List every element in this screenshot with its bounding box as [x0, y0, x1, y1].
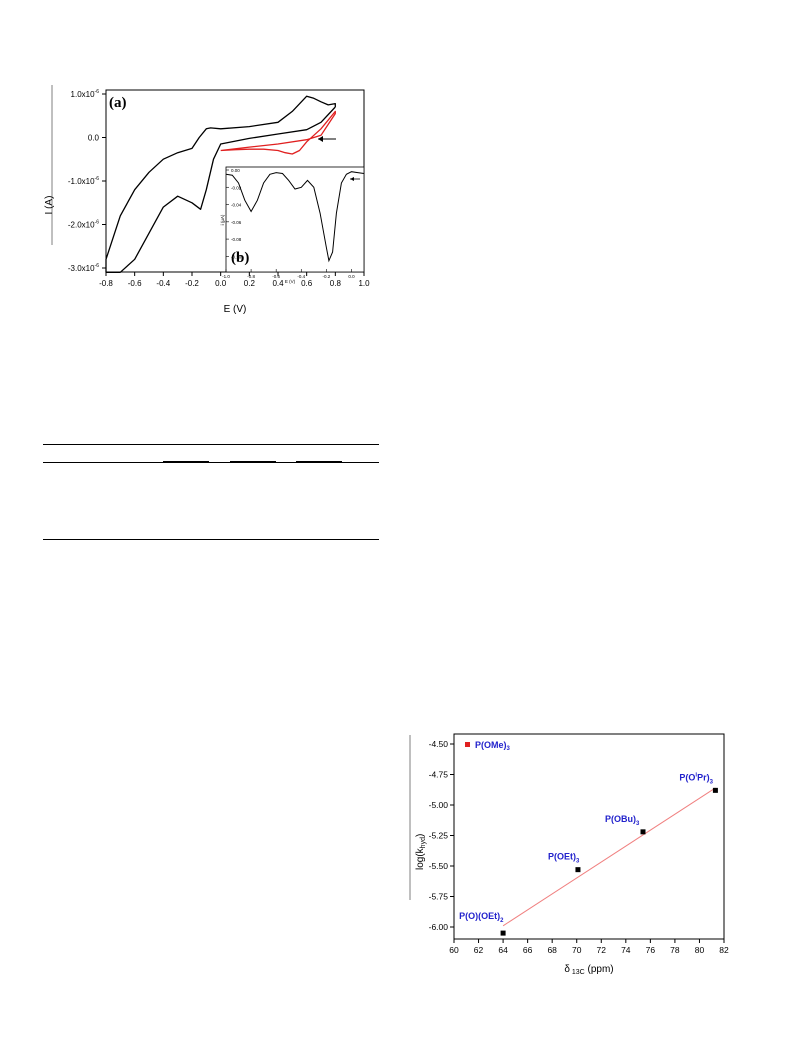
cv-x-tick-label: 0.0	[215, 279, 227, 288]
dpv-x-tick-label: -0.8	[247, 274, 255, 279]
hyd-point-label: P(O)(OEt)2	[459, 911, 504, 924]
cv-series-line-1	[105, 95, 336, 273]
hyd-x-tick-label: 68	[547, 945, 557, 955]
dpv-series-line	[225, 171, 365, 263]
table-top-rule	[43, 444, 379, 445]
hyd-y-tick-label: -4.50	[429, 739, 449, 749]
dpv-arrow	[350, 177, 360, 181]
cv-x-axis-label: E (V)	[224, 304, 247, 315]
dpv-x-tick-label: 0.0	[348, 274, 355, 279]
dpv-x-axis-label: E (V)	[285, 279, 296, 284]
hyd-y-tick-label: -5.00	[429, 800, 449, 810]
hyd-y-tick-label: -6.00	[429, 922, 449, 932]
hyd-y-tick-label: -5.50	[429, 861, 449, 871]
hyd-x-tick-label: 82	[719, 945, 729, 955]
hyd-y-axis-label: log(khyd)	[415, 834, 427, 870]
hydrolysis-chart: log(khyd) -4.50 -4.75 -5.00 -5.25 -5.50 -5.75…	[409, 733, 729, 976]
cv-x-tick-label: 1.0	[358, 279, 370, 288]
cv-y-tick-label: -3.0x10-6	[68, 263, 99, 273]
hyd-fit-line	[502, 787, 716, 927]
hyd-point-label: P(OBu)3	[605, 814, 640, 827]
dpv-panel-label-b: (b)	[231, 250, 249, 266]
cv-x-tick-label: 0.8	[330, 279, 342, 288]
hyd-x-tick-label: 62	[474, 945, 484, 955]
cv-x-tick-label: 0.2	[244, 279, 256, 288]
dpv-x-tick-label: -0.2	[322, 274, 330, 279]
hyd-x-tick-label: 66	[523, 945, 533, 955]
hyd-x-tick-label: 78	[670, 945, 680, 955]
hyd-x-tick-label: 70	[572, 945, 582, 955]
legend-label: P(OMe)3	[475, 740, 511, 752]
dpv-y-tick-label: -0.08	[231, 237, 242, 242]
cv-y-axis-label: I (A)	[44, 196, 55, 215]
table-col-rule-2	[230, 461, 276, 463]
cv-y-tick-label: -1.0x10-6	[68, 176, 99, 186]
cv-x-tick-label: 0.4	[272, 279, 284, 288]
dpv-x-tick-label: -1.0	[222, 274, 230, 279]
hyd-y-tick-label: -5.25	[429, 831, 449, 841]
dpv-y-tick-label: -0.06	[231, 220, 242, 225]
hyd-plot-frame	[453, 733, 725, 940]
legend-marker	[465, 742, 470, 747]
hyd-point	[712, 787, 718, 793]
dpv-x-tick-label: -0.6	[272, 274, 280, 279]
cv-x-tick-label: -0.6	[128, 279, 142, 288]
dpv-x-tick-label: -0.4	[297, 274, 305, 279]
hyd-point	[575, 867, 581, 873]
cv-arrow	[318, 136, 336, 142]
cv-panel-label-a: (a)	[109, 95, 127, 111]
cv-x-tick-label: 0.6	[301, 279, 313, 288]
hyd-x-tick-label: 74	[621, 945, 631, 955]
cv-chart: I (A) (a) 1.0x10-6 0.0 -1.0x10-6 -2.0x10-6 -…	[44, 85, 370, 315]
hyd-x-tick-label: 60	[449, 945, 459, 955]
cv-y-tick-label: 0.0	[88, 134, 100, 143]
cv-x-tick-label: -0.2	[185, 279, 199, 288]
hyd-point	[640, 829, 646, 835]
hyd-x-axis-label: δ 13C (ppm)	[564, 964, 613, 976]
cv-y-tick-label: 1.0x10-6	[71, 89, 100, 99]
hyd-x-tick-label: 64	[498, 945, 508, 955]
hyd-point	[500, 930, 506, 936]
dpv-y-tick-label: -0.04	[231, 203, 242, 208]
table-col-rule-3	[296, 461, 342, 463]
dpv-y-tick-label: 0.00	[231, 168, 240, 173]
cv-x-tick-label: -0.8	[99, 279, 113, 288]
hyd-y-tick-label: -4.75	[429, 770, 449, 780]
hyd-x-tick-label: 72	[597, 945, 607, 955]
hyd-x-tick-label: 76	[646, 945, 656, 955]
dpv-y-axis-label: i (μA)	[220, 214, 225, 225]
table-bottom-rule	[43, 539, 379, 540]
table-header-rule	[43, 462, 379, 463]
svg-text:I (A): I (A)	[44, 196, 55, 215]
cv-y-tick-label: -2.0x10-6	[68, 220, 99, 230]
hyd-point-label: P(OEt)3	[548, 852, 580, 865]
hyd-y-tick-label: -5.75	[429, 892, 449, 902]
hyd-point-label: P(OiPr)3	[679, 772, 713, 785]
hyd-legend: P(OMe)3	[465, 740, 511, 752]
cv-series-line-2	[220, 110, 336, 155]
hyd-x-tick-label: 80	[695, 945, 705, 955]
table-col-rule-1	[163, 461, 209, 463]
dpv-y-tick-label: -0.10	[231, 254, 242, 259]
cv-x-tick-label: -0.4	[156, 279, 170, 288]
dpv-y-tick-label: -0.02	[231, 185, 242, 190]
